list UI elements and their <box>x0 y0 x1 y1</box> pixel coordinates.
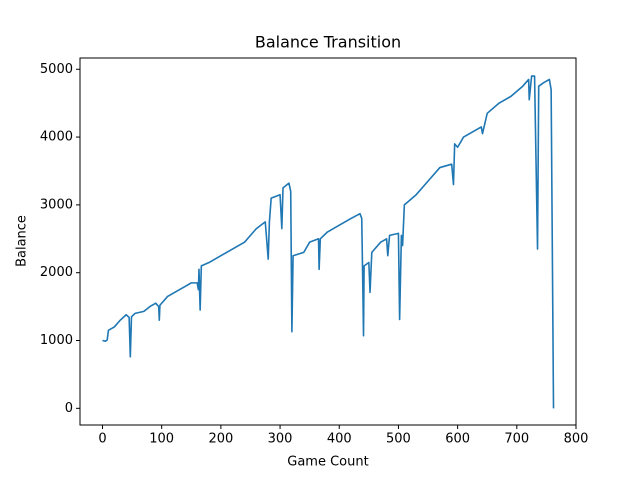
plot-frame <box>79 57 577 426</box>
x-tick-label: 500 <box>386 432 411 447</box>
y-axis-label: Balance <box>15 215 30 267</box>
x-axis-label: Game Count <box>287 455 368 470</box>
y-tick-label: 0 <box>65 401 73 416</box>
x-tick-label: 200 <box>208 432 233 447</box>
chart-title: Balance Transition <box>255 33 401 52</box>
x-tick-label: 800 <box>564 432 589 447</box>
x-tick-label: 700 <box>504 432 529 447</box>
y-tick-label: 3000 <box>40 197 73 212</box>
y-tick-label: 5000 <box>40 62 73 77</box>
x-tick-label: 300 <box>268 432 293 447</box>
x-tick-label: 600 <box>445 432 470 447</box>
y-tick-label: 2000 <box>40 265 73 280</box>
x-tick-label: 0 <box>98 432 106 447</box>
y-tick-label: 4000 <box>40 130 73 145</box>
x-tick-label: 100 <box>149 432 174 447</box>
line-series <box>102 75 555 409</box>
y-tick-label: 1000 <box>40 333 73 348</box>
x-tick-label: 400 <box>327 432 352 447</box>
